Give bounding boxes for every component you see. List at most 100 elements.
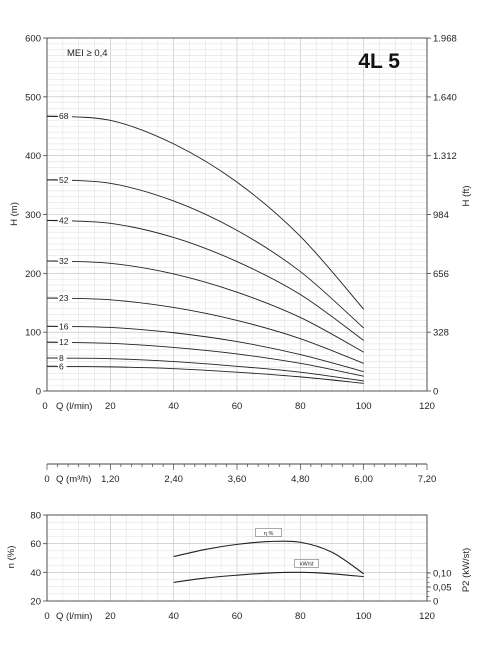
head-y-right-tick-label: 1.968 bbox=[433, 34, 457, 45]
flow-m3h-tick-label: 0 bbox=[44, 474, 49, 485]
head-y-tick-label: 300 bbox=[25, 210, 41, 221]
flow-m3h-tick-label: 1,20 bbox=[101, 474, 120, 485]
head-x-tick-label: 120 bbox=[419, 401, 435, 412]
head-x-tick-label: 0 bbox=[42, 401, 47, 412]
head-y-right-tick-label: 656 bbox=[433, 269, 449, 280]
head-curve-16 bbox=[46, 325, 364, 373]
head-curve-6 bbox=[46, 365, 364, 384]
head-curve-label-bg bbox=[58, 361, 67, 371]
head-y-right-axis-label: H (ft) bbox=[461, 185, 472, 206]
head-x-tick-label: 80 bbox=[295, 401, 306, 412]
efficiency-y-tick-labels: 20 40 60 80 bbox=[30, 511, 47, 608]
head-y-right-tick-label: 1.312 bbox=[433, 151, 457, 162]
eff-curve-label-box bbox=[294, 559, 319, 568]
head-curve-label-bg bbox=[58, 321, 72, 331]
head-y-axis-label: H (m) bbox=[9, 202, 20, 226]
flow-m3h-tick-labels: 0 1,20 2,40 3,60 4,80 6,00 7,20 bbox=[44, 474, 436, 485]
head-curve-label-bg bbox=[58, 255, 72, 265]
head-curve-12 bbox=[46, 341, 364, 377]
efficiency-curves: η % kW/st bbox=[173, 528, 364, 583]
power-y-tick-label: 0,10 bbox=[433, 569, 452, 580]
head-y-right-tick-label: 1.640 bbox=[433, 92, 457, 103]
flow-m3h-axis: 0 1,20 2,40 3,60 4,80 6,00 7,20 Q (m³/h) bbox=[44, 463, 436, 485]
eff-curve-label-box bbox=[255, 528, 282, 537]
head-curve-label: 52 bbox=[59, 175, 69, 185]
efficiency-x-tick-labels: 0 20 40 60 80 100 120 bbox=[44, 611, 435, 622]
head-curve-42 bbox=[46, 219, 364, 341]
eff-y-tick-label: 40 bbox=[30, 568, 41, 579]
head-y-tick-label: 100 bbox=[25, 328, 41, 339]
head-y-right-tick-labels: 0 328 656 984 1.312 1.640 1.968 bbox=[427, 34, 457, 398]
head-x-tick-label: 60 bbox=[232, 401, 243, 412]
eff-curve-1 bbox=[173, 571, 364, 583]
head-y-tick-label: 600 bbox=[25, 34, 41, 45]
power-y-axis-label: P2 (kW/st) bbox=[461, 548, 472, 592]
head-y-right-tick-label: 328 bbox=[433, 328, 449, 339]
flow-m3h-tick-label: 3,60 bbox=[228, 474, 247, 485]
head-curve-label: 42 bbox=[59, 215, 69, 225]
efficiency-chart-grid bbox=[46, 514, 428, 602]
eff-x-tick-label: 0 bbox=[44, 611, 49, 622]
flow-m3h-ticks bbox=[46, 464, 428, 470]
flow-m3h-axis-label: Q (m³/h) bbox=[56, 474, 91, 485]
head-curve-label: 16 bbox=[59, 321, 69, 331]
power-y-right-tick-labels: 0 0,05 0,10 bbox=[427, 569, 452, 608]
eff-y-tick-label: 20 bbox=[30, 597, 41, 608]
chart-subtitle: MEI ≥ 0,4 bbox=[67, 48, 108, 59]
head-curve-label-bg bbox=[58, 353, 67, 363]
efficiency-chart-frame bbox=[46, 514, 428, 602]
head-y-tick-label: 500 bbox=[25, 92, 41, 103]
head-curve-label: 12 bbox=[59, 337, 69, 347]
head-y-tick-label: 200 bbox=[25, 269, 41, 280]
head-curve-label: 23 bbox=[59, 293, 69, 303]
efficiency-y-axis-label: n (%) bbox=[6, 546, 17, 569]
eff-x-tick-label: 100 bbox=[356, 611, 372, 622]
head-x-tick-labels: 0 20 40 60 80 100 120 bbox=[42, 401, 435, 412]
head-curve-label: 6 bbox=[59, 361, 64, 371]
head-curve-52 bbox=[46, 179, 364, 329]
eff-curve-label: η % bbox=[264, 531, 274, 537]
head-curve-23 bbox=[46, 297, 364, 364]
head-x-axis-label: Q (l/min) bbox=[56, 401, 92, 412]
head-chart-grid bbox=[46, 37, 428, 392]
eff-y-tick-label: 80 bbox=[30, 511, 41, 522]
head-x-tick-label: 20 bbox=[105, 401, 116, 412]
head-y-tick-label: 0 bbox=[36, 387, 41, 398]
head-curve-label: 8 bbox=[59, 353, 64, 363]
head-y-right-tick-label: 984 bbox=[433, 210, 449, 221]
head-curve-label-bg bbox=[58, 337, 72, 347]
eff-x-tick-label: 80 bbox=[295, 611, 306, 622]
power-y-tick-label: 0,05 bbox=[433, 583, 452, 594]
head-x-tick-label: 100 bbox=[356, 401, 372, 412]
chart-title: 4L 5 bbox=[358, 50, 400, 73]
eff-x-tick-label: 120 bbox=[419, 611, 435, 622]
eff-curve-label: kW/st bbox=[300, 562, 314, 568]
head-x-tick-label: 40 bbox=[168, 401, 179, 412]
eff-x-tick-label: 40 bbox=[168, 611, 179, 622]
head-curve-label-bg bbox=[58, 111, 72, 121]
head-curve-label-bg bbox=[58, 215, 72, 225]
head-curve-label-bg bbox=[58, 174, 72, 184]
head-curve-68 bbox=[46, 115, 365, 310]
head-y-tick-labels: 0 100 200 300 400 500 600 bbox=[25, 34, 47, 398]
head-curve-label: 32 bbox=[59, 256, 69, 266]
eff-curve-0 bbox=[173, 540, 364, 575]
head-chart: 68 52 42 32 23 16 12 86 0 20 40 60 80 100 120 0 100 200… bbox=[9, 34, 472, 413]
head-curve-label: 68 bbox=[59, 111, 69, 121]
power-y-tick-label: 0 bbox=[433, 597, 438, 608]
head-curve-8 bbox=[46, 357, 364, 382]
eff-y-tick-label: 60 bbox=[30, 539, 41, 550]
eff-x-tick-label: 20 bbox=[105, 611, 116, 622]
eff-x-tick-label: 60 bbox=[232, 611, 243, 622]
efficiency-x-axis-label: Q (l/min) bbox=[56, 611, 92, 622]
head-curve-32 bbox=[46, 260, 364, 353]
flow-m3h-tick-label: 7,20 bbox=[418, 474, 437, 485]
flow-m3h-tick-label: 6,00 bbox=[354, 474, 373, 485]
head-curve-label-bg bbox=[58, 293, 72, 303]
head-curves: 68 52 42 32 23 16 12 86 bbox=[46, 111, 365, 384]
flow-m3h-tick-label: 2,40 bbox=[164, 474, 183, 485]
flow-m3h-tick-label: 4,80 bbox=[291, 474, 310, 485]
head-y-right-tick-label: 0 bbox=[433, 387, 438, 398]
